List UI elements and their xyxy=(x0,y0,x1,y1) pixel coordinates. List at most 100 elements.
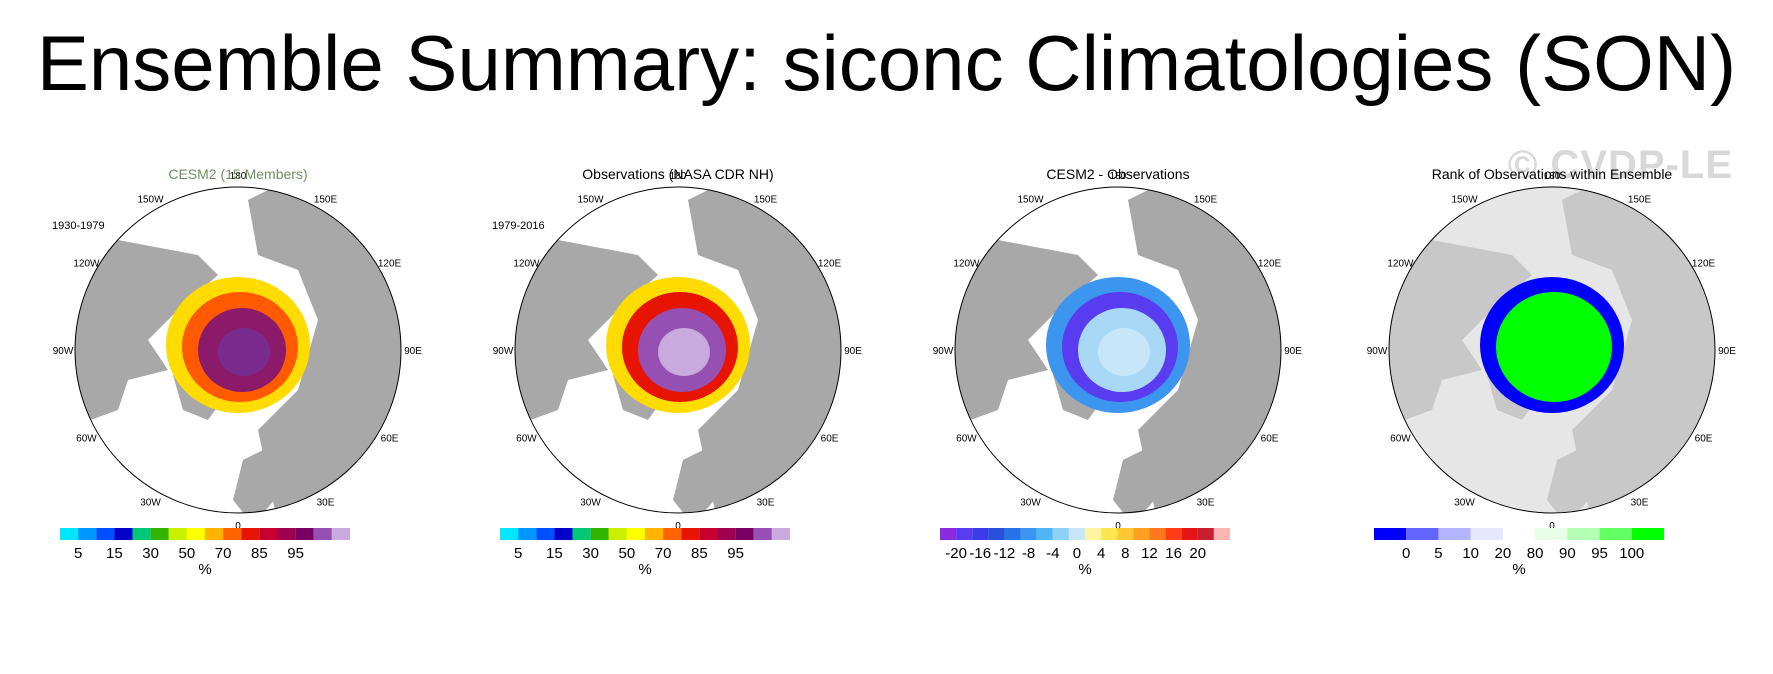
colorbar-swatch xyxy=(590,528,609,540)
polar-map: 180 150E 120E 90E 60E 30E 0 30W 60W 90W 120W 150W 5 1… xyxy=(493,171,863,578)
colorbar-unit: % xyxy=(1512,561,1525,578)
longitude-label: 120W xyxy=(73,259,100,270)
colorbar-unit: % xyxy=(1078,561,1091,578)
period-label: 1930-1979 xyxy=(52,220,105,232)
longitude-label: 60W xyxy=(516,434,537,445)
map-boundary xyxy=(1388,186,1716,514)
map-boundary xyxy=(514,186,842,514)
colorbar-tick-label: -16 xyxy=(969,545,991,562)
colorbar-unit: % xyxy=(638,561,651,578)
longitude-label: 30W xyxy=(1020,498,1041,509)
colorbar-tick-label: 85 xyxy=(691,545,708,562)
colorbar-tick-label: 5 xyxy=(1434,545,1442,562)
colorbar-swatch xyxy=(78,528,97,540)
colorbar-swatch xyxy=(972,528,989,540)
longitude-label: 90W xyxy=(933,346,954,357)
longitude-label: 0 xyxy=(675,521,681,532)
colorbar-swatch xyxy=(1068,528,1085,540)
colorbar-swatch xyxy=(1085,528,1102,540)
longitude-label: 60E xyxy=(1695,434,1713,445)
landmass-scandinavia xyxy=(233,445,283,513)
ice-core xyxy=(658,328,710,376)
colorbar-tick-label: 50 xyxy=(619,545,636,562)
colorbar-swatch xyxy=(663,528,682,540)
longitude-label: 120E xyxy=(1258,259,1282,270)
panel-title: CESM2 - Observations xyxy=(1046,166,1190,182)
colorbar-swatch xyxy=(681,528,700,540)
colorbar-swatch xyxy=(572,528,591,540)
landmass-scandinavia xyxy=(1547,445,1597,513)
colorbar-tick-label: 70 xyxy=(655,545,672,562)
colorbar-tick-label: 90 xyxy=(1559,545,1576,562)
colorbar-swatch xyxy=(1197,528,1214,540)
ice-core xyxy=(1532,328,1584,376)
colorbar-tick-label: 15 xyxy=(106,545,123,562)
landmass-eurasia xyxy=(1562,187,1715,513)
colorbar-swatch xyxy=(1567,528,1600,540)
colorbar-swatch xyxy=(1599,528,1632,540)
longitude-label: 30E xyxy=(1197,498,1215,509)
period-label: 1979-2016 xyxy=(492,220,545,232)
colorbar-swatch xyxy=(1149,528,1166,540)
landmass-scandinavia xyxy=(673,445,723,513)
colorbar-swatch xyxy=(554,528,573,540)
colorbar-swatch xyxy=(735,528,754,540)
longitude-label: 180 xyxy=(230,171,247,182)
colorbar-tick-label: 4 xyxy=(1097,545,1105,562)
longitude-label: 120E xyxy=(818,259,842,270)
colorbar-swatch xyxy=(295,528,314,540)
longitude-label: 120W xyxy=(1387,259,1414,270)
panel-title: Observations (NASA CDR NH) xyxy=(582,166,774,182)
colorbar-swatch xyxy=(223,528,242,540)
colorbar-tick-label: 70 xyxy=(215,545,232,562)
colorbar-swatch xyxy=(1020,528,1037,540)
colorbar-swatch xyxy=(1631,528,1664,540)
colorbar-swatch xyxy=(699,528,718,540)
colorbar-swatch xyxy=(518,528,537,540)
longitude-label: 90W xyxy=(53,346,74,357)
colorbar-tick-label: 0 xyxy=(1073,545,1081,562)
longitude-label: 60W xyxy=(76,434,97,445)
colorbar-swatch xyxy=(1438,528,1471,540)
landmass-scandinavia xyxy=(1113,445,1163,513)
landmass-north-america xyxy=(1389,230,1532,430)
ice-core xyxy=(218,328,270,376)
colorbar-swatch xyxy=(259,528,278,540)
longitude-label: 0 xyxy=(235,521,241,532)
colorbar-tick-label: 12 xyxy=(1141,545,1158,562)
colorbar-swatch xyxy=(277,528,296,540)
landmass-north-america xyxy=(75,230,218,430)
longitude-label: 60W xyxy=(956,434,977,445)
colorbar-tick-label: 10 xyxy=(1462,545,1479,562)
longitude-label: 90E xyxy=(1284,346,1302,357)
colorbar-swatch xyxy=(313,528,332,540)
colorbar-swatch xyxy=(331,528,350,540)
colorbar-swatch xyxy=(626,528,645,540)
longitude-label: 150E xyxy=(754,194,778,205)
landmass-north-america xyxy=(515,230,658,430)
figure-title: Ensemble Summary: siconc Climatologies (… xyxy=(36,19,1737,107)
colorbar-tick-label: 16 xyxy=(1165,545,1182,562)
landmass-eurasia xyxy=(1128,187,1281,513)
watermark: © CVDP-LE xyxy=(1507,143,1733,187)
colorbar-swatch xyxy=(150,528,169,540)
colorbar-swatch xyxy=(1117,528,1134,540)
longitude-label: 150W xyxy=(577,194,604,205)
longitude-label: 150E xyxy=(1194,194,1218,205)
colorbar-tick-label: 5 xyxy=(514,545,522,562)
colorbar-swatch xyxy=(500,528,519,540)
colorbar-tick-label: 30 xyxy=(142,545,159,562)
colorbar-swatch xyxy=(1406,528,1439,540)
colorbar-tick-label: 20 xyxy=(1189,545,1206,562)
longitude-label: 150E xyxy=(314,194,338,205)
colorbar-swatch xyxy=(717,528,736,540)
colorbar-swatch xyxy=(96,528,115,540)
panel-observations: Observations (NASA CDR NH) 1979-2016 180… xyxy=(478,160,878,650)
longitude-label: 150E xyxy=(1628,194,1652,205)
colorbar-swatch xyxy=(132,528,151,540)
panel-title: Rank of Observations within Ensemble xyxy=(1431,166,1673,182)
colorbar-swatch xyxy=(60,528,79,540)
colorbar-swatch xyxy=(205,528,224,540)
longitude-label: 120W xyxy=(513,259,540,270)
colorbar-swatch xyxy=(536,528,555,540)
